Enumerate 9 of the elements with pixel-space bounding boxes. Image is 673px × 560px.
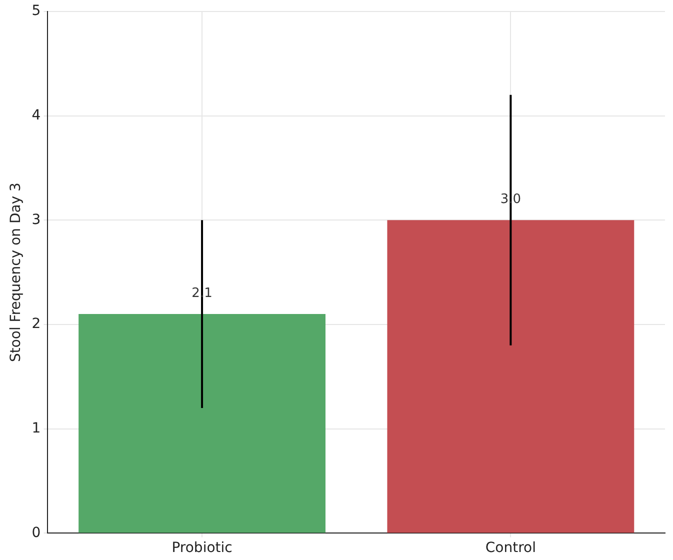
x-tick-label: Probiotic xyxy=(172,540,232,556)
y-tick-label: 2 xyxy=(32,316,41,332)
y-tick-label: 3 xyxy=(32,212,41,228)
y-axis-title: Stool Frequency on Day 3 xyxy=(8,182,24,362)
x-tick-label: Control xyxy=(485,540,536,556)
y-tick-label: 1 xyxy=(32,420,41,436)
y-tick-label: 4 xyxy=(32,107,41,124)
y-tick-label: 0 xyxy=(32,524,41,541)
y-tick-label: 5 xyxy=(32,3,41,20)
